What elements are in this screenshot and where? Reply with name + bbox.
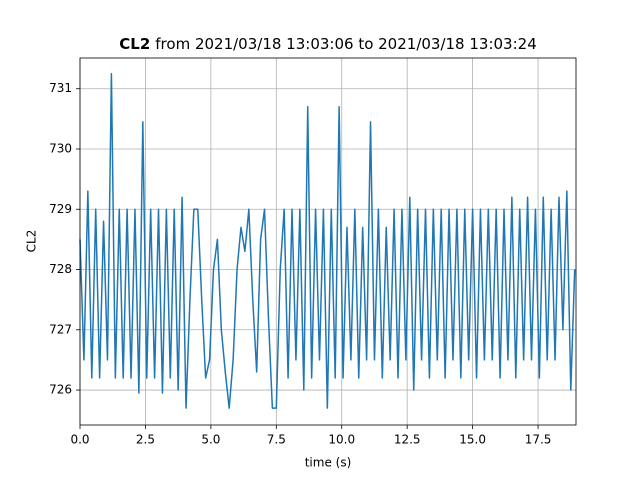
x-tick-label: 5.0 (201, 433, 220, 447)
data-line (79, 72, 576, 409)
y-axis-label: CL2 (25, 230, 39, 253)
x-tick-label: 15.0 (459, 433, 486, 447)
x-tick-label: 10.0 (328, 433, 355, 447)
x-tick-label: 17.5 (525, 433, 552, 447)
x-tick-label: 12.5 (394, 433, 421, 447)
y-tick-label: 727 (49, 322, 72, 336)
x-axis-label: time (s) (305, 456, 352, 470)
title-text: from 2021/03/18 13:03:06 to 2021/03/18 1… (155, 35, 536, 53)
chart-title: CL2 from 2021/03/18 13:03:06 to 2021/03/1… (119, 35, 536, 53)
y-tick-label: 726 (49, 383, 72, 397)
x-tick-label: 0.0 (70, 433, 89, 447)
x-tick-label: 2.5 (136, 433, 155, 447)
x-tick-label: 7.5 (267, 433, 286, 447)
y-tick-label: 729 (49, 202, 72, 216)
title-bold: CL2 (119, 35, 150, 53)
y-tick-label: 728 (49, 262, 72, 276)
y-tick-label: 730 (49, 141, 72, 155)
y-tick-label: 731 (49, 81, 72, 95)
plot-frame (79, 57, 577, 426)
